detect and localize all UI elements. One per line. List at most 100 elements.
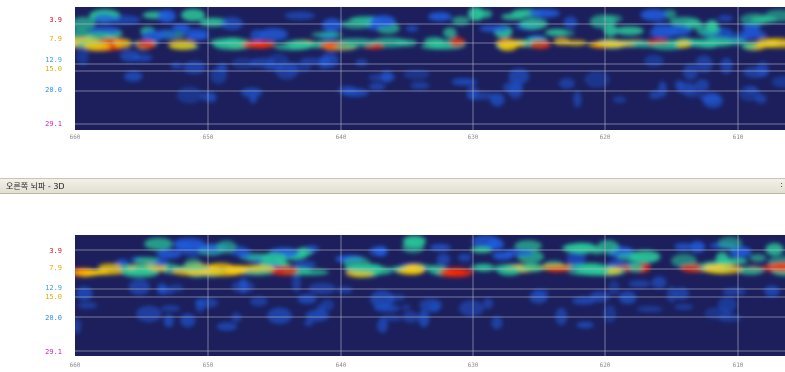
- heatmap-cell: [720, 57, 733, 74]
- y-label: 15.0: [45, 293, 62, 301]
- heatmap-cell: [671, 253, 697, 268]
- heatmap-cell: [436, 253, 451, 266]
- heatmap-cell: [76, 47, 89, 66]
- heatmap-cell: [223, 37, 243, 46]
- heatmap-cell: [167, 40, 197, 50]
- heatmap-cell: [343, 265, 367, 272]
- spectrogram-panel-top: 3.9 7.9 12.9 15.0 20.0 29.1 660 650 640 …: [0, 0, 785, 150]
- heatmap-cell: [684, 90, 702, 98]
- heatmap-cell: [179, 28, 210, 37]
- heatmap-cell: [368, 73, 396, 82]
- heatmap-cell: [520, 263, 544, 272]
- heatmap-cell: [457, 253, 472, 262]
- heatmap-cell: [608, 280, 620, 296]
- spectrogram-plot: [75, 7, 785, 130]
- heatmap-cell: [368, 82, 386, 91]
- heatmap-cell: [428, 12, 452, 22]
- heatmap-cell: [558, 78, 575, 89]
- heatmap-cell: [297, 294, 317, 304]
- heatmap-cell: [487, 238, 505, 251]
- heatmap-cell: [566, 251, 586, 265]
- heatmap-cell: [483, 297, 494, 310]
- heatmap-cell: [501, 13, 526, 21]
- y-label: 15.0: [45, 65, 62, 73]
- heatmap-cell: [443, 27, 457, 39]
- heatmap-cell: [573, 90, 582, 108]
- heatmap-cell: [263, 64, 285, 71]
- heatmap-cell: [468, 7, 484, 21]
- heatmap-cell: [695, 78, 710, 92]
- heatmap-cell: [618, 291, 637, 304]
- heatmap-cell: [84, 269, 126, 276]
- x-tick-label: 610: [732, 362, 744, 369]
- x-axis: 660 650 640 630 620 610: [70, 134, 785, 144]
- heatmap-cell: [451, 16, 470, 26]
- heatmap-cell: [259, 28, 288, 41]
- x-tick-label: 620: [599, 134, 611, 141]
- heatmap-cell: [405, 25, 419, 32]
- heatmap-cell: [320, 299, 334, 311]
- heatmap-cell: [736, 266, 764, 275]
- y-label: 29.1: [45, 120, 62, 128]
- heatmap-cell: [648, 90, 661, 100]
- heatmap-cell: [370, 15, 396, 28]
- window-title-bar[interactable]: 오른쪽 뇌파 - 3D :: [0, 178, 785, 194]
- y-label: 12.9: [45, 56, 62, 64]
- heatmap-cell: [98, 263, 123, 271]
- heatmap-cell: [764, 285, 780, 297]
- heatmap-cell: [674, 79, 685, 89]
- heatmap-cell: [133, 257, 159, 264]
- heatmap-cell: [368, 246, 384, 256]
- heatmap-blobs: [75, 235, 785, 334]
- heatmap-cell: [410, 81, 430, 90]
- heatmap-cell: [722, 287, 746, 296]
- heatmap-cell: [717, 15, 734, 22]
- heatmap-cell: [439, 267, 474, 278]
- heatmap-cell: [182, 61, 207, 74]
- heatmap-cell: [181, 8, 205, 22]
- heatmap-cell: [603, 24, 618, 37]
- heatmap-cell: [628, 262, 643, 273]
- heatmap-cell: [743, 66, 770, 78]
- heatmap-cell: [267, 307, 293, 324]
- heatmap-cell: [492, 251, 514, 260]
- heatmap-cell: [370, 290, 395, 309]
- heatmap-cell: [136, 40, 156, 50]
- heatmap-cell: [508, 68, 530, 85]
- heatmap-cell: [418, 310, 430, 328]
- heatmap-cell: [403, 69, 430, 80]
- heatmap-cell: [200, 268, 243, 277]
- heatmap-cell: [652, 21, 671, 33]
- heatmap-cell: [336, 286, 353, 294]
- heatmap-cell: [366, 263, 381, 274]
- heatmap-cell: [231, 280, 255, 293]
- heatmap-cell: [220, 17, 243, 31]
- heatmap-cell: [674, 303, 694, 311]
- heatmap-cell: [429, 244, 452, 251]
- spectrogram-plot: [75, 235, 785, 356]
- heatmap-cell: [355, 58, 368, 67]
- heatmap-cell: [729, 246, 752, 258]
- spectrogram-heatmap: [75, 235, 785, 356]
- heatmap-cell: [528, 8, 560, 18]
- heatmap-cell: [576, 269, 610, 275]
- heatmap-cell: [562, 243, 594, 254]
- heatmap-cell: [497, 266, 522, 276]
- heatmap-cell: [676, 40, 691, 49]
- heatmap-cell: [293, 260, 317, 269]
- heatmap-cell: [451, 78, 478, 86]
- x-tick-label: 650: [202, 134, 214, 141]
- heatmap-cell: [171, 23, 190, 31]
- heatmap-cell: [529, 40, 552, 49]
- heatmap-cell: [666, 286, 677, 303]
- heatmap-cell: [93, 14, 115, 24]
- heatmap-cell: [308, 282, 336, 295]
- heatmap-cell: [771, 76, 785, 88]
- close-icon[interactable]: :: [780, 180, 783, 189]
- heatmap-cell: [231, 57, 256, 70]
- heatmap-cell: [397, 266, 425, 275]
- y-label: 20.0: [45, 314, 62, 322]
- heatmap-cell: [715, 252, 729, 266]
- heatmap-cell: [628, 280, 651, 288]
- heatmap-cell: [135, 305, 162, 323]
